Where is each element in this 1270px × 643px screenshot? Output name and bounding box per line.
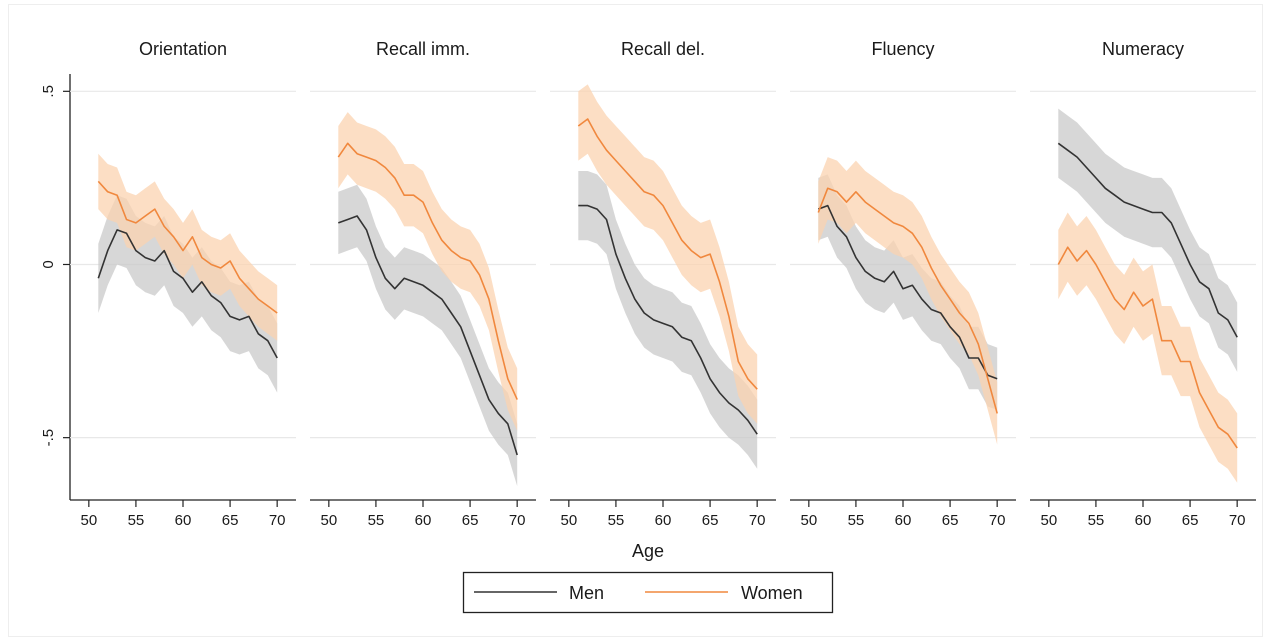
x-tick-label-4-4: 70	[1229, 512, 1246, 529]
x-tick-label-2-4: 70	[749, 512, 766, 529]
x-tick-label-4-3: 65	[1182, 512, 1199, 529]
series-line-men-1	[338, 215, 518, 456]
series-line-women-1	[337, 142, 518, 400]
x-tick-label-3-3: 65	[942, 512, 959, 529]
panel-1: Recall imm. 50 55 60 65 70	[310, 39, 536, 529]
panel-0: Orientation 50 55 60 65 70	[70, 39, 296, 529]
x-tick-label-2-0: 50	[560, 512, 577, 529]
x-tick-label-2-2: 60	[655, 512, 672, 529]
band-women-1	[338, 112, 518, 431]
y-tick-label-1: 0	[40, 260, 57, 268]
x-tick-label-3-0: 50	[800, 512, 817, 529]
x-tick-label-1-1: 55	[368, 512, 385, 529]
x-tick-label-2-3: 65	[702, 512, 719, 529]
x-tick-label-1-3: 65	[462, 512, 479, 529]
x-tick-label-1-4: 70	[509, 512, 526, 529]
x-tick-label-4-0: 50	[1040, 512, 1057, 529]
series-line-women-3	[817, 187, 998, 414]
x-tick-label-0-2: 60	[175, 512, 192, 529]
band-men-4	[1058, 108, 1238, 372]
band-women-3	[818, 157, 998, 445]
x-tick-label-0-1: 55	[128, 512, 145, 529]
legend-men-label: Men	[569, 583, 604, 603]
x-tick-label-0-3: 65	[222, 512, 239, 529]
x-tick-label-3-4: 70	[989, 512, 1006, 529]
x-tick-label-0-0: 50	[80, 512, 97, 529]
legend-women-label: Women	[741, 583, 803, 603]
x-tick-label-4-1: 55	[1088, 512, 1105, 529]
legend: Men Women	[462, 571, 834, 614]
series-line-men-3	[818, 204, 998, 380]
x-tick-label-1-2: 60	[415, 512, 432, 529]
panel-title-2: Recall del.	[621, 39, 705, 59]
series-line-men-4	[1057, 142, 1238, 338]
x-tick-label-0-4: 70	[269, 512, 286, 529]
x-tick-label-1-0: 50	[320, 512, 337, 529]
x-tick-label-3-1: 55	[848, 512, 865, 529]
x-tick-label-3-2: 60	[895, 512, 912, 529]
x-axis-title: Age	[632, 541, 664, 561]
band-women-0	[98, 153, 278, 341]
series-line-women-4	[1057, 246, 1238, 449]
series-line-women-0	[97, 180, 278, 314]
band-women-4	[1058, 212, 1238, 483]
chart-frame	[8, 4, 1263, 637]
series-line-men-0	[97, 229, 278, 359]
band-men-1	[338, 184, 518, 487]
panel-4: Numeracy 50 55 60 65 70	[1030, 39, 1256, 529]
panel-3: Fluency 50 55 60 65 70	[790, 39, 1016, 529]
x-tick-label-2-1: 55	[608, 512, 625, 529]
y-axis: -.5 0 .5	[40, 74, 71, 500]
panel-2: Recall del. 50 55 60 65 70	[550, 39, 776, 529]
y-tick-label-0: -.5	[40, 429, 57, 447]
band-men-2	[578, 171, 758, 469]
x-tick-label-4-2: 60	[1135, 512, 1152, 529]
panel-title-4: Numeracy	[1102, 39, 1184, 59]
series-line-men-2	[578, 204, 758, 435]
y-tick-label-2: .5	[40, 85, 57, 98]
panel-title-0: Orientation	[139, 39, 227, 59]
panel-title-3: Fluency	[871, 39, 934, 59]
panel-title-1: Recall imm.	[376, 39, 470, 59]
series-line-women-2	[577, 118, 758, 390]
band-men-3	[818, 174, 998, 410]
